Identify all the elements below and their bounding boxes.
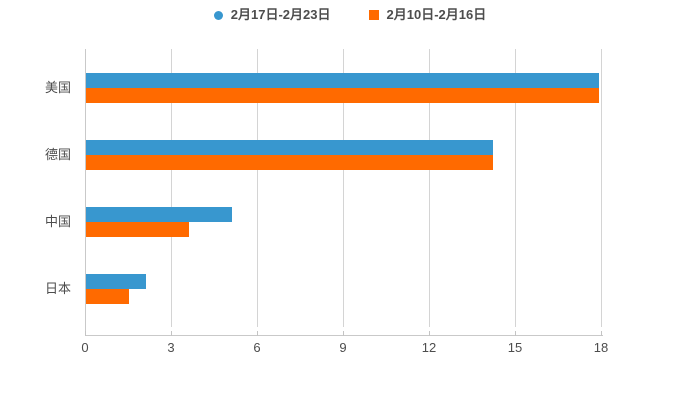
gridline: [429, 49, 430, 327]
x-tick-label: 9: [339, 340, 347, 355]
tick-mark: [257, 331, 258, 336]
x-tick-label: 12: [421, 340, 437, 355]
legend-item[interactable]: 2月10日-2月16日: [368, 6, 487, 24]
bar[interactable]: [86, 88, 600, 103]
y-category-label: 美国: [44, 80, 71, 95]
x-tick-label: 3: [167, 340, 175, 355]
y-axis-labels: 美国 德国 中国 日本: [0, 45, 77, 336]
legend-item[interactable]: 2月17日-2月23日: [213, 6, 331, 24]
tick-mark: [515, 331, 516, 336]
tick-mark: [429, 331, 430, 336]
bar[interactable]: [86, 207, 233, 222]
x-tick-label: 15: [507, 340, 523, 355]
gridline: [601, 49, 602, 327]
gridline: [171, 49, 172, 327]
bar[interactable]: [86, 155, 494, 170]
y-axis-line: [85, 49, 86, 336]
legend-label: 2月17日-2月23日: [230, 7, 331, 22]
bar[interactable]: [86, 274, 147, 289]
x-tick-label: 6: [253, 340, 261, 355]
bar[interactable]: [86, 140, 494, 155]
gridline: [343, 49, 344, 327]
x-tick-label: 0: [81, 340, 89, 355]
x-axis-line: [85, 335, 603, 336]
legend-label: 2月10日-2月16日: [386, 7, 487, 22]
legend-circle-icon: [213, 10, 223, 20]
legend-square-icon: [368, 10, 379, 20]
tick-mark: [343, 331, 344, 336]
y-category-label: 中国: [44, 214, 71, 229]
tick-mark: [171, 331, 172, 336]
y-category-label: 德国: [44, 147, 71, 162]
bar[interactable]: [86, 222, 190, 237]
tick-mark: [85, 331, 86, 336]
gridline: [515, 49, 516, 327]
legend: 2月17日-2月23日 2月10日-2月16日: [0, 6, 700, 24]
bar[interactable]: [86, 73, 600, 88]
tick-mark: [601, 331, 602, 336]
bar[interactable]: [86, 289, 129, 304]
plot-area: [85, 45, 665, 336]
gridline: [257, 49, 258, 327]
x-axis-labels: 0 3 6 9 12 15 18: [81, 340, 665, 358]
y-category-label: 日本: [44, 281, 71, 296]
x-tick-label: 18: [593, 340, 609, 355]
